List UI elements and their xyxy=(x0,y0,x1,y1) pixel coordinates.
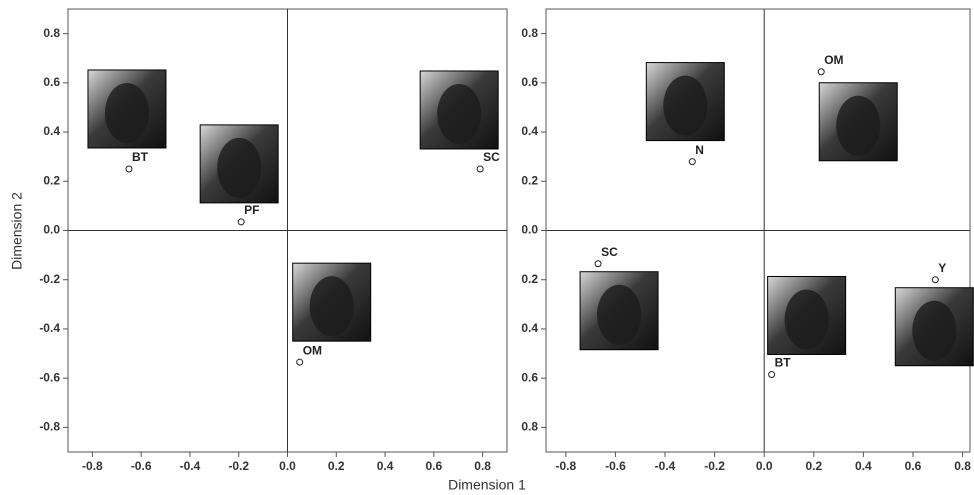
y-tick-label: 0.0 xyxy=(521,223,538,237)
x-tick-label: 0.8 xyxy=(474,459,491,473)
y-tick-label: 0.8 xyxy=(521,420,538,434)
y-axis-title: Dimension 2 xyxy=(9,192,25,270)
x-tick-label: 0.2 xyxy=(805,459,822,473)
x-tick-label: -0.6 xyxy=(131,459,152,473)
point xyxy=(238,219,244,225)
point-label: N xyxy=(695,143,704,157)
y-tick-label: -0.6 xyxy=(39,370,60,384)
point-label: OM xyxy=(303,343,322,357)
face-shape xyxy=(663,76,707,136)
point xyxy=(477,166,483,172)
y-tick-label: 0.6 xyxy=(43,75,60,89)
face-shape xyxy=(437,84,481,144)
point-label: BT xyxy=(132,150,149,164)
x-tick-label: -0.4 xyxy=(180,459,201,473)
face-shape xyxy=(310,276,354,336)
x-tick-label: 0.2 xyxy=(328,459,345,473)
face-shape xyxy=(217,138,261,198)
point xyxy=(126,166,132,172)
x-tick-label: -0.8 xyxy=(555,459,576,473)
y-tick-label: 0.2 xyxy=(521,173,538,187)
x-tick-label: -0.4 xyxy=(655,459,676,473)
point xyxy=(769,371,775,377)
y-tick-label: 0.4 xyxy=(521,124,538,138)
y-tick-label: 0.8 xyxy=(43,26,60,40)
x-tick-label: -0.2 xyxy=(704,459,725,473)
x-tick-label: 0.0 xyxy=(279,459,296,473)
point-label: PF xyxy=(244,203,259,217)
y-tick-label: -0.8 xyxy=(39,420,60,434)
face-shape xyxy=(597,285,641,345)
point xyxy=(595,261,601,267)
y-tick-label: 0.4 xyxy=(43,124,60,138)
x-tick-label: 0.6 xyxy=(425,459,442,473)
x-tick-label: 0.6 xyxy=(905,459,922,473)
point-label: BT xyxy=(775,356,792,370)
y-tick-label: 0.6 xyxy=(521,370,538,384)
x-tick-label: 0.4 xyxy=(855,459,872,473)
x-tick-label: -0.6 xyxy=(605,459,626,473)
y-tick-label: 0.4 xyxy=(521,321,538,335)
face-shape xyxy=(785,289,829,349)
x-tick-label: 0.4 xyxy=(377,459,394,473)
face-shape xyxy=(912,301,956,361)
point-label: SC xyxy=(483,150,500,164)
point xyxy=(689,159,695,165)
y-tick-label: -0.2 xyxy=(39,272,60,286)
x-tick-label: -0.8 xyxy=(82,459,103,473)
chart: Dimension 1 Dimension 2 -0.8 -0.6 -0.4 -0.2… xyxy=(0,0,974,495)
point xyxy=(932,277,938,283)
point-label: Y xyxy=(938,261,946,275)
y-tick-label: 0.8 xyxy=(521,26,538,40)
y-tick-label: 0.2 xyxy=(521,272,538,286)
x-tick-label: 0.0 xyxy=(756,459,773,473)
face-shape xyxy=(836,96,880,156)
y-tick-label: -0.4 xyxy=(39,321,60,335)
face-shape xyxy=(105,83,149,143)
x-axis-title: Dimension 1 xyxy=(448,477,526,493)
y-tick-label: 0.2 xyxy=(43,173,60,187)
point xyxy=(818,69,824,75)
x-tick-label: 0.8 xyxy=(954,459,971,473)
y-tick-label: 0.6 xyxy=(521,75,538,89)
x-tick-label: -0.2 xyxy=(228,459,249,473)
point-label: OM xyxy=(824,53,843,67)
point-label: SC xyxy=(601,245,618,259)
y-tick-label: 0.0 xyxy=(43,223,60,237)
point xyxy=(297,359,303,365)
